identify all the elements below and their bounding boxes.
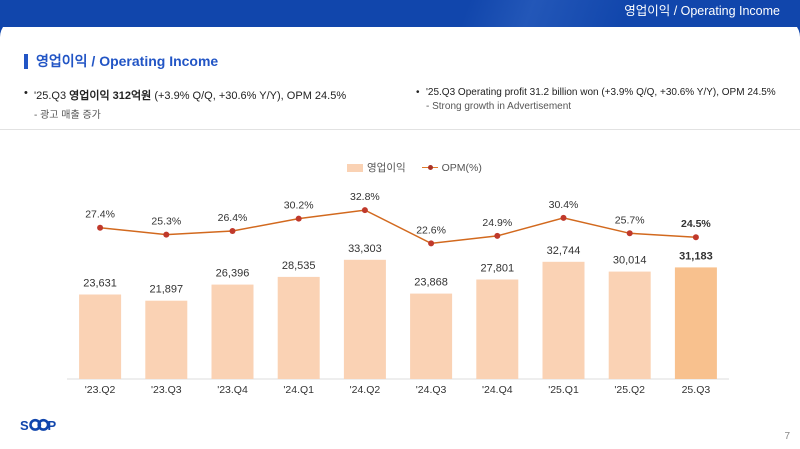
svg-text:23,868: 23,868 (414, 277, 448, 289)
svg-text:23,631: 23,631 (83, 278, 117, 290)
svg-text:S: S (20, 418, 29, 433)
svg-text:25.7%: 25.7% (615, 214, 645, 226)
svg-text:'25.Q1: '25.Q1 (548, 384, 579, 396)
svg-text:32.8%: 32.8% (350, 191, 380, 203)
svg-text:33,303: 33,303 (348, 243, 382, 255)
svg-text:24.5%: 24.5% (681, 218, 711, 230)
svg-text:'23.Q2: '23.Q2 (85, 384, 116, 396)
svg-text:22.6%: 22.6% (416, 224, 446, 236)
svg-text:26.4%: 26.4% (218, 212, 248, 224)
svg-text:32,744: 32,744 (547, 245, 581, 257)
svg-text:27,801: 27,801 (480, 263, 514, 275)
svg-text:30.4%: 30.4% (549, 199, 579, 211)
svg-text:27.4%: 27.4% (85, 209, 115, 221)
svg-text:'23.Q3: '23.Q3 (151, 384, 182, 396)
svg-text:21,897: 21,897 (149, 284, 183, 296)
svg-text:25.3%: 25.3% (151, 216, 181, 228)
svg-text:P: P (48, 418, 57, 433)
svg-text:25.Q3: 25.Q3 (682, 384, 711, 396)
svg-text:28,535: 28,535 (282, 260, 316, 272)
svg-text:26,396: 26,396 (216, 268, 250, 280)
svg-text:'24.Q4: '24.Q4 (482, 384, 513, 396)
svg-text:'24.Q3: '24.Q3 (416, 384, 447, 396)
svg-text:'25.Q2: '25.Q2 (614, 384, 645, 396)
svg-text:'24.Q2: '24.Q2 (350, 384, 381, 396)
svg-text:'23.Q4: '23.Q4 (217, 384, 248, 396)
svg-text:30,014: 30,014 (613, 255, 647, 267)
svg-text:31,183: 31,183 (679, 250, 713, 262)
svg-text:24.9%: 24.9% (482, 217, 512, 229)
svg-text:'24.Q1: '24.Q1 (283, 384, 314, 396)
svg-text:30.2%: 30.2% (284, 200, 314, 212)
